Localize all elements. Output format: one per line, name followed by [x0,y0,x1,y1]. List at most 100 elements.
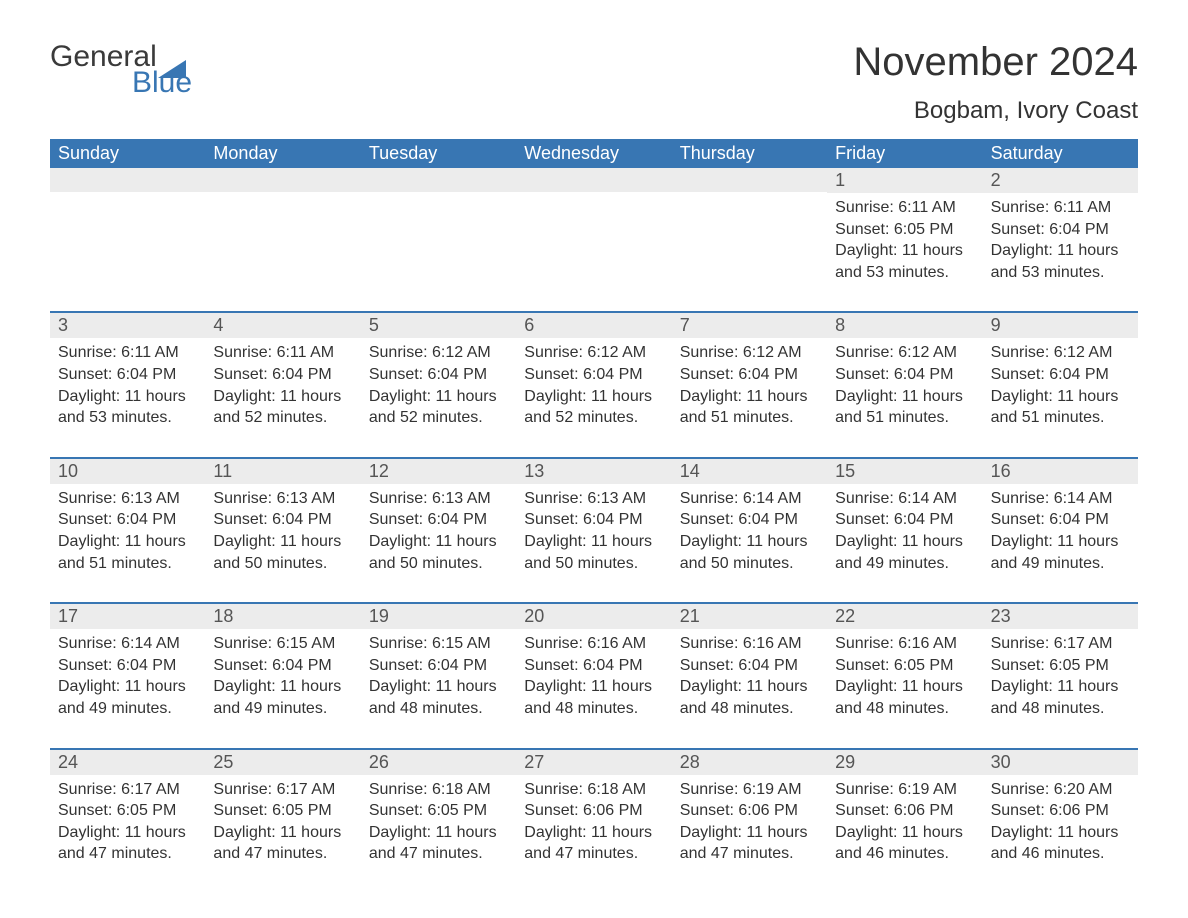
sunset-text: Sunset: 6:04 PM [369,364,508,386]
calendar-day-cell [516,168,671,287]
day-number: 25 [205,750,360,775]
day-number: 17 [50,604,205,629]
daylight-text: Daylight: 11 hours [991,386,1130,408]
calendar-day-cell: 23Sunrise: 6:17 AMSunset: 6:05 PMDayligh… [983,604,1138,723]
daylight-text: Daylight: 11 hours [524,386,663,408]
sunrise-text: Sunrise: 6:16 AM [835,633,974,655]
day-details: Sunrise: 6:12 AMSunset: 6:04 PMDaylight:… [827,338,982,432]
calendar-day-cell: 2Sunrise: 6:11 AMSunset: 6:04 PMDaylight… [983,168,1138,287]
sunset-text: Sunset: 6:04 PM [369,655,508,677]
calendar-day-cell: 15Sunrise: 6:14 AMSunset: 6:04 PMDayligh… [827,459,982,578]
day-details: Sunrise: 6:14 AMSunset: 6:04 PMDaylight:… [50,629,205,723]
daylight-text: and 50 minutes. [369,553,508,575]
day-number: 22 [827,604,982,629]
sunset-text: Sunset: 6:05 PM [991,655,1130,677]
daylight-text: Daylight: 11 hours [835,676,974,698]
calendar-day-cell: 8Sunrise: 6:12 AMSunset: 6:04 PMDaylight… [827,313,982,432]
day-details: Sunrise: 6:13 AMSunset: 6:04 PMDaylight:… [205,484,360,578]
sunset-text: Sunset: 6:06 PM [680,800,819,822]
sunset-text: Sunset: 6:05 PM [369,800,508,822]
daylight-text: and 52 minutes. [213,407,352,429]
daylight-text: and 49 minutes. [991,553,1130,575]
sunset-text: Sunset: 6:06 PM [991,800,1130,822]
weekday-header-cell: Tuesday [361,139,516,168]
sunset-text: Sunset: 6:04 PM [991,364,1130,386]
sunrise-text: Sunrise: 6:13 AM [369,488,508,510]
daylight-text: Daylight: 11 hours [835,531,974,553]
day-details: Sunrise: 6:12 AMSunset: 6:04 PMDaylight:… [516,338,671,432]
daylight-text: Daylight: 11 hours [213,676,352,698]
calendar: SundayMondayTuesdayWednesdayThursdayFrid… [50,139,1138,869]
daylight-text: Daylight: 11 hours [835,386,974,408]
calendar-day-cell: 1Sunrise: 6:11 AMSunset: 6:05 PMDaylight… [827,168,982,287]
day-number: 9 [983,313,1138,338]
day-details: Sunrise: 6:12 AMSunset: 6:04 PMDaylight:… [361,338,516,432]
weekday-header-cell: Thursday [672,139,827,168]
daylight-text: Daylight: 11 hours [680,531,819,553]
sunrise-text: Sunrise: 6:15 AM [369,633,508,655]
daylight-text: and 48 minutes. [369,698,508,720]
calendar-day-cell: 5Sunrise: 6:12 AMSunset: 6:04 PMDaylight… [361,313,516,432]
calendar-day-cell: 11Sunrise: 6:13 AMSunset: 6:04 PMDayligh… [205,459,360,578]
day-number: 16 [983,459,1138,484]
sunrise-text: Sunrise: 6:19 AM [835,779,974,801]
daylight-text: Daylight: 11 hours [58,386,197,408]
sunset-text: Sunset: 6:04 PM [524,509,663,531]
daylight-text: and 48 minutes. [835,698,974,720]
day-number: 8 [827,313,982,338]
daylight-text: and 46 minutes. [835,843,974,865]
calendar-day-cell: 28Sunrise: 6:19 AMSunset: 6:06 PMDayligh… [672,750,827,869]
daylight-text: and 47 minutes. [58,843,197,865]
daylight-text: and 47 minutes. [680,843,819,865]
daylight-text: and 47 minutes. [213,843,352,865]
day-details: Sunrise: 6:18 AMSunset: 6:06 PMDaylight:… [516,775,671,869]
daylight-text: and 50 minutes. [213,553,352,575]
weekday-header-cell: Wednesday [516,139,671,168]
sunrise-text: Sunrise: 6:14 AM [58,633,197,655]
calendar-day-cell: 26Sunrise: 6:18 AMSunset: 6:05 PMDayligh… [361,750,516,869]
daylight-text: and 53 minutes. [991,262,1130,284]
daylight-text: Daylight: 11 hours [58,676,197,698]
day-number: 13 [516,459,671,484]
weekday-header-cell: Friday [827,139,982,168]
sunset-text: Sunset: 6:04 PM [369,509,508,531]
calendar-day-cell [205,168,360,287]
sunset-text: Sunset: 6:04 PM [213,364,352,386]
day-details: Sunrise: 6:13 AMSunset: 6:04 PMDaylight:… [50,484,205,578]
calendar-week-row: 24Sunrise: 6:17 AMSunset: 6:05 PMDayligh… [50,748,1138,869]
day-number: 27 [516,750,671,775]
sunrise-text: Sunrise: 6:16 AM [524,633,663,655]
sunset-text: Sunset: 6:04 PM [524,364,663,386]
calendar-day-cell: 4Sunrise: 6:11 AMSunset: 6:04 PMDaylight… [205,313,360,432]
day-number: 30 [983,750,1138,775]
calendar-day-cell [361,168,516,287]
daylight-text: Daylight: 11 hours [524,822,663,844]
calendar-week-row: 1Sunrise: 6:11 AMSunset: 6:05 PMDaylight… [50,168,1138,287]
day-details: Sunrise: 6:14 AMSunset: 6:04 PMDaylight:… [983,484,1138,578]
day-details: Sunrise: 6:15 AMSunset: 6:04 PMDaylight:… [205,629,360,723]
sunrise-text: Sunrise: 6:12 AM [524,342,663,364]
calendar-day-cell [672,168,827,287]
daylight-text: and 53 minutes. [835,262,974,284]
daylight-text: and 53 minutes. [58,407,197,429]
calendar-day-cell: 16Sunrise: 6:14 AMSunset: 6:04 PMDayligh… [983,459,1138,578]
sunset-text: Sunset: 6:05 PM [835,219,974,241]
day-details: Sunrise: 6:12 AMSunset: 6:04 PMDaylight:… [983,338,1138,432]
day-details: Sunrise: 6:19 AMSunset: 6:06 PMDaylight:… [672,775,827,869]
daylight-text: Daylight: 11 hours [991,822,1130,844]
sunset-text: Sunset: 6:04 PM [991,219,1130,241]
calendar-body: 1Sunrise: 6:11 AMSunset: 6:05 PMDaylight… [50,168,1138,869]
daylight-text: Daylight: 11 hours [524,531,663,553]
day-details: Sunrise: 6:11 AMSunset: 6:05 PMDaylight:… [827,193,982,287]
logo-word2: Blue [132,66,192,100]
day-number [672,168,827,192]
sunset-text: Sunset: 6:04 PM [58,655,197,677]
sunrise-text: Sunrise: 6:11 AM [835,197,974,219]
calendar-day-cell: 9Sunrise: 6:12 AMSunset: 6:04 PMDaylight… [983,313,1138,432]
sunset-text: Sunset: 6:04 PM [680,655,819,677]
weekday-header-cell: Sunday [50,139,205,168]
calendar-day-cell: 3Sunrise: 6:11 AMSunset: 6:04 PMDaylight… [50,313,205,432]
sunset-text: Sunset: 6:04 PM [680,509,819,531]
sunset-text: Sunset: 6:06 PM [835,800,974,822]
day-details: Sunrise: 6:16 AMSunset: 6:04 PMDaylight:… [672,629,827,723]
